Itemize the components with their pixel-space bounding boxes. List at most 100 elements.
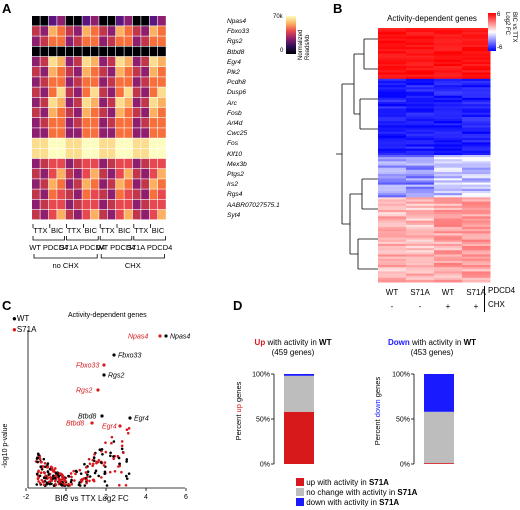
volcano-point xyxy=(40,478,44,482)
highlight-point xyxy=(90,421,94,425)
volcano-point xyxy=(93,471,97,475)
heatmap-cell xyxy=(116,67,124,77)
down-title-mid: with activity in xyxy=(409,338,464,347)
heatmap-b-cell xyxy=(378,108,407,112)
heatmap-cell xyxy=(116,46,124,57)
heatmap-cell xyxy=(40,107,49,118)
heatmap-b-cell xyxy=(378,279,407,283)
heatmap-b-cell xyxy=(434,38,463,42)
heatmap-cell xyxy=(141,138,149,148)
heatmap-b-cell xyxy=(378,66,407,69)
heatmap-cell xyxy=(90,97,99,108)
heatmap-b-cell xyxy=(378,256,407,260)
panel-d-down-count: (453 genes) xyxy=(410,348,454,357)
heatmap-b-cell xyxy=(406,226,435,230)
heatmap-b-cell xyxy=(462,61,491,65)
heatmap-b-cell xyxy=(406,51,435,54)
heatmap-cell xyxy=(74,46,82,57)
heatmap-cell xyxy=(116,169,124,179)
heatmap-cell xyxy=(132,26,141,36)
volcano-point xyxy=(72,469,75,473)
heatmap-cell xyxy=(57,77,65,87)
heatmap-b-cell xyxy=(462,210,491,213)
heatmap-cell xyxy=(65,209,74,220)
heatmap-cell xyxy=(65,97,74,108)
heatmap-b-cell xyxy=(462,127,491,131)
heatmap-b-cell xyxy=(378,207,407,211)
heatmap-cell xyxy=(99,46,107,57)
heatmap-b-cell xyxy=(462,267,491,270)
heatmap-cell xyxy=(149,36,158,46)
heatmap-b-cell xyxy=(434,218,463,222)
heatmap-cell xyxy=(74,199,82,210)
heatmap-b-cell xyxy=(406,176,435,179)
heatmap-cell xyxy=(40,209,49,220)
heatmap-b-cell xyxy=(378,142,407,145)
heatmap-cell xyxy=(107,179,116,189)
heatmap-b-cell xyxy=(462,197,491,200)
heatmap-cell xyxy=(57,209,65,220)
heatmap-cell xyxy=(107,199,116,210)
heatmap-b-cell xyxy=(462,42,491,46)
heatmap-b-cell xyxy=(434,112,463,116)
colorbar-a-max: 70k xyxy=(273,14,283,20)
heatmap-cell xyxy=(124,138,133,148)
volcano-point xyxy=(36,460,39,464)
gene-label: Cwc25 xyxy=(227,130,248,138)
heatmap-b-cell xyxy=(378,51,407,54)
heatmap-b-cell xyxy=(378,68,407,71)
heatmap-cell xyxy=(90,138,99,148)
heatmap-b-cell xyxy=(462,138,491,141)
volcano-point xyxy=(103,461,107,464)
heatmap-cell xyxy=(107,148,116,159)
x-tick-label: -2 xyxy=(23,494,29,500)
panel-b-column-label: S71A xyxy=(410,288,430,297)
heatmap-cell xyxy=(132,87,141,97)
heatmap-cell xyxy=(74,179,82,189)
volcano-point xyxy=(94,469,98,473)
heatmap-b-cell xyxy=(406,229,435,232)
heatmap-cell xyxy=(141,189,149,199)
panel-b-column-label: WT xyxy=(441,288,455,297)
heatmap-cell xyxy=(90,36,99,46)
colorbar-b xyxy=(488,13,496,51)
heatmap-b-cell xyxy=(406,78,435,82)
heatmap-b-cell xyxy=(378,224,407,228)
heatmap-b-cell xyxy=(462,193,491,196)
heatmap-b-cell xyxy=(434,224,463,228)
d-y-tick-label: 0% xyxy=(260,462,270,469)
heatmap-b-cell xyxy=(378,63,407,67)
heatmap-b-cell xyxy=(406,91,435,95)
heatmap-b-cell xyxy=(434,30,463,33)
heatmap-cell xyxy=(48,36,57,46)
heatmap-b-cell xyxy=(462,229,491,232)
volcano-point xyxy=(112,440,116,443)
heatmap-b-cell xyxy=(462,51,491,54)
heatmap-b-cell xyxy=(406,157,435,160)
heatmap-b-cell xyxy=(378,169,407,173)
heatmap-cell xyxy=(132,118,141,128)
heatmap-cell xyxy=(124,77,133,87)
heatmap-b-cell xyxy=(378,34,407,37)
heatmap-b-cell xyxy=(378,231,407,234)
heatmap-cell xyxy=(158,179,166,189)
heatmap-cell xyxy=(57,128,65,138)
heatmap-cell xyxy=(99,148,107,159)
heatmap-cell xyxy=(40,148,49,159)
volcano-point xyxy=(52,469,56,472)
heatmap-cell xyxy=(107,97,116,108)
heatmap-b-cell xyxy=(462,44,491,48)
heatmap-cell xyxy=(124,36,133,46)
heatmap-cell xyxy=(57,46,65,57)
volcano-point xyxy=(46,470,50,474)
heatmap-b-cell xyxy=(462,97,491,101)
heatmap-cell xyxy=(32,148,40,159)
heatmap-b-cell xyxy=(406,275,435,279)
heatmap-b-cell xyxy=(434,28,463,31)
heatmap-cell xyxy=(40,118,49,128)
heatmap-b-cell xyxy=(378,76,407,80)
heatmap-b-cell xyxy=(406,133,435,137)
heatmap-b-cell xyxy=(462,38,491,42)
volcano-point xyxy=(82,477,85,480)
gene-annotation: Npas4 xyxy=(170,334,190,341)
